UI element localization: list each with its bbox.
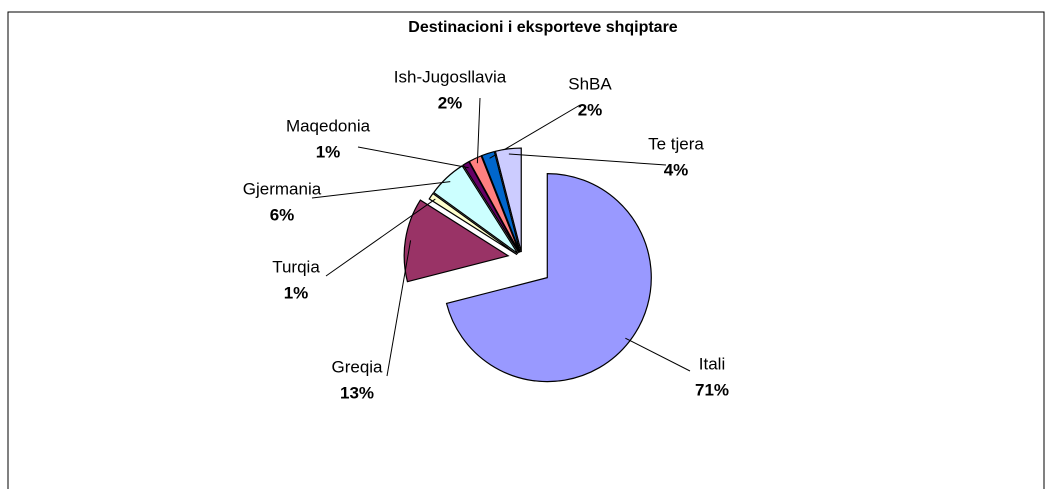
pie-slice	[468, 155, 521, 253]
slice-value-label: 6%	[270, 205, 295, 224]
leader-line	[386, 240, 412, 377]
slice-value-label: 1%	[316, 142, 341, 161]
slice-label: Gjermania	[243, 179, 322, 198]
chart-frame	[7, 11, 1045, 493]
leader-line	[508, 153, 667, 166]
slice-value-label: 4%	[664, 160, 689, 179]
slice-value-label: 13%	[340, 383, 374, 402]
slice-label: Itali	[699, 354, 725, 373]
pie-slice	[494, 147, 522, 253]
pie-slice	[428, 192, 518, 256]
leader-line	[625, 337, 691, 372]
slice-value-label: 2%	[438, 93, 463, 112]
slice-label: Ish-Jugosllavia	[394, 67, 507, 86]
leader-line	[325, 198, 436, 277]
slice-label: Maqedonia	[286, 116, 371, 135]
slice-label: Turqia	[272, 257, 320, 276]
slice-label: ShBA	[568, 74, 612, 93]
pie-slice	[432, 164, 519, 255]
leader-line	[311, 181, 451, 199]
pie-slice	[403, 199, 510, 283]
leader-line	[357, 146, 469, 169]
chart-title: Destinacioni i eksporteve shqiptare	[408, 19, 678, 36]
pie-slice	[445, 173, 652, 383]
slice-label: Te tjera	[648, 134, 704, 153]
slice-value-label: 1%	[284, 283, 309, 302]
pie-slice	[481, 150, 521, 253]
slice-value-label: 2%	[578, 100, 603, 119]
slice-label: Greqia	[331, 357, 383, 376]
slice-value-label: 71%	[695, 380, 729, 399]
leader-line	[476, 97, 481, 164]
